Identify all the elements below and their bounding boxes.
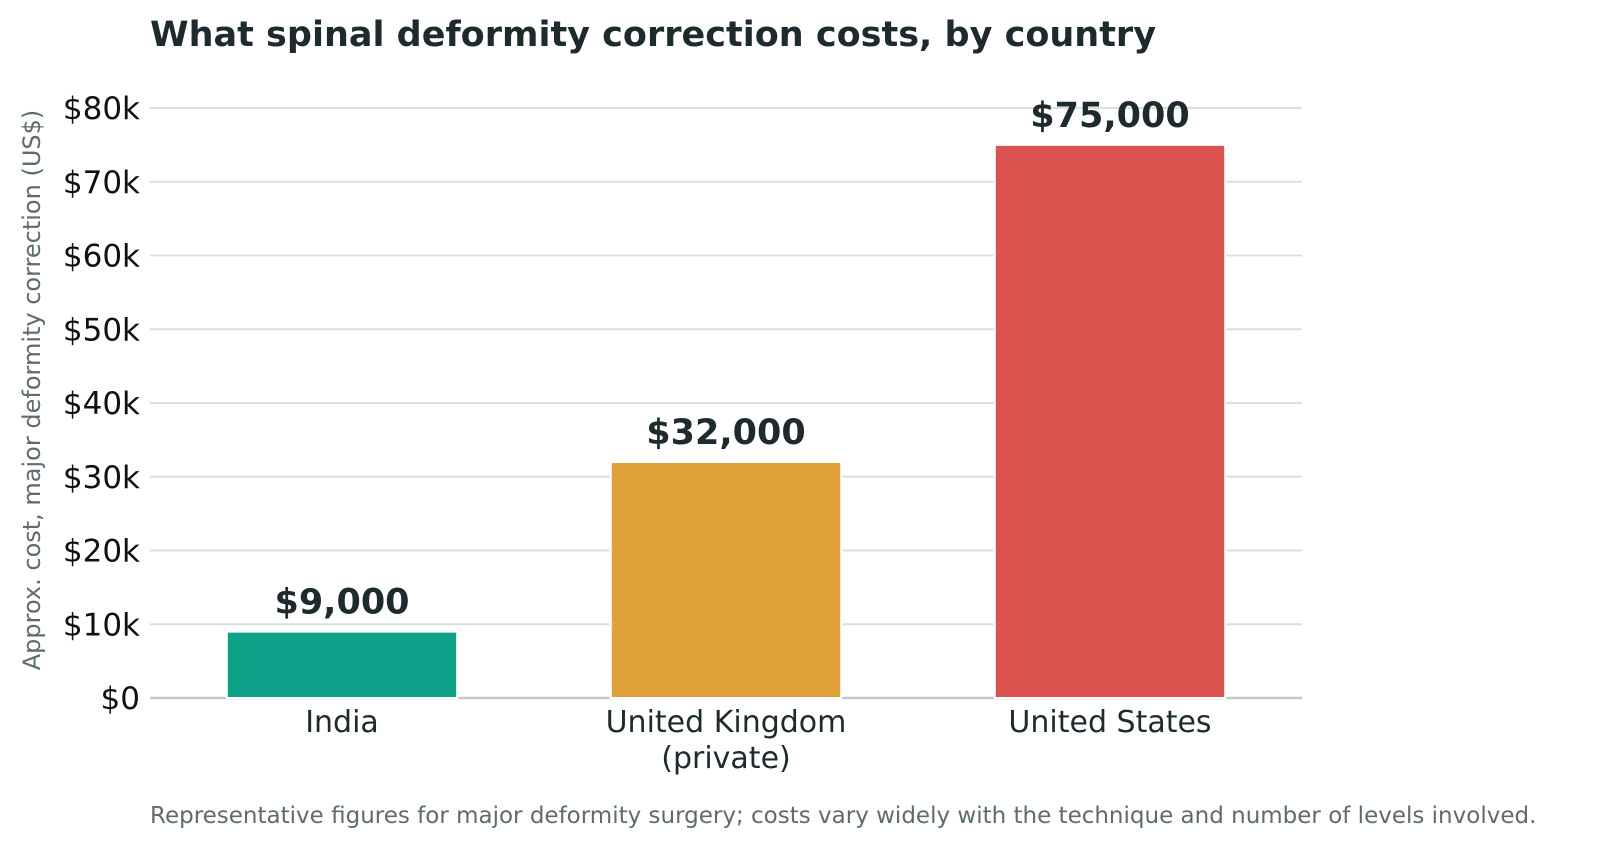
y-tick-label: $80k [63, 91, 140, 127]
y-tick-label: $10k [63, 607, 140, 643]
x-tick-label: United Kingdom [606, 705, 847, 740]
x-tick-label: (private) [661, 741, 790, 776]
chart-title: What spinal deformity correction costs, … [150, 15, 1156, 55]
x-tick-label: India [305, 705, 379, 740]
y-tick-label: $60k [63, 239, 140, 275]
chart-caption: Representative figures for major deformi… [150, 803, 1536, 829]
y-tick-label: $30k [63, 460, 140, 496]
x-tick-label: United States [1008, 705, 1211, 740]
bar [225, 630, 459, 699]
value-labels: $9,000 $32,000 $75,000 [274, 96, 1189, 623]
y-tick-label: $20k [63, 534, 140, 570]
y-axis-ticks: $0 $10k $20k $30k $40k $50k $60k $70k $80k [63, 91, 140, 717]
bar-value-label: $9,000 [274, 583, 409, 623]
y-axis-label: Approx. cost, major deformity correction… [18, 110, 46, 671]
bar-value-label: $75,000 [1030, 96, 1189, 136]
bars [225, 143, 1227, 699]
y-tick-label: $0 [101, 681, 140, 717]
bar [993, 143, 1227, 699]
y-tick-label: $70k [63, 165, 140, 201]
bar [609, 461, 843, 699]
y-tick-label: $40k [63, 386, 140, 422]
x-axis-ticks: India United Kingdom(private) United State… [305, 705, 1211, 776]
y-tick-label: $50k [63, 312, 140, 348]
bar-value-label: $32,000 [646, 413, 805, 453]
